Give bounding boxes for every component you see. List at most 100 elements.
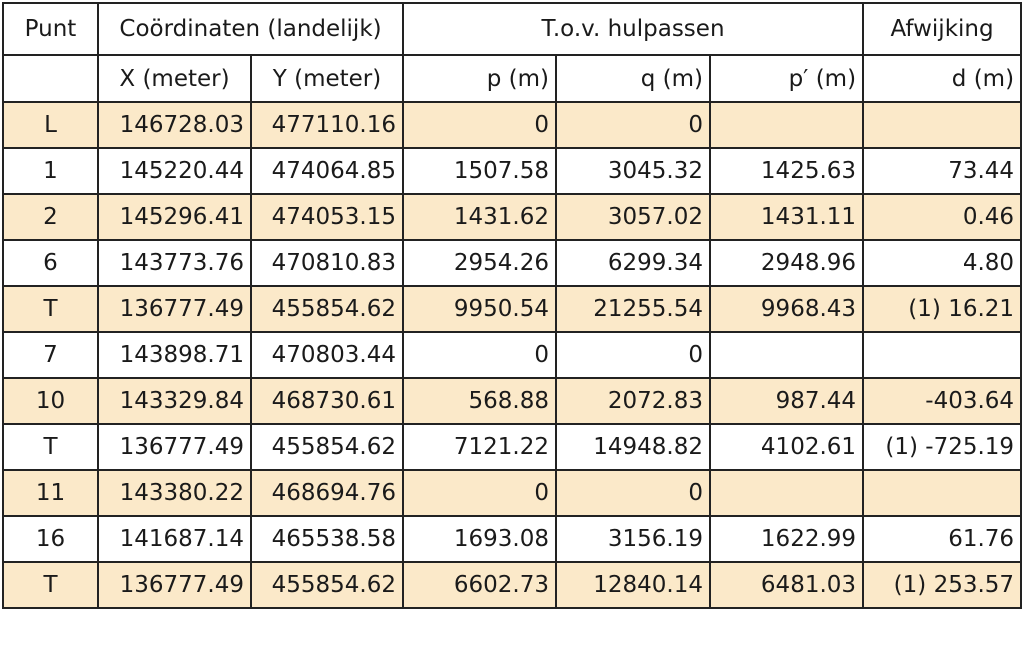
value-cell: 4102.61 — [709, 423, 865, 471]
value-cell: 61.76 — [862, 515, 1023, 563]
data-row: T 136777.49 455854.62 7121.22 14948.82 4102.6… — [2, 423, 1023, 471]
value-cell: 9950.54 — [402, 285, 558, 333]
value-cell: 1693.08 — [402, 515, 558, 563]
point-cell: T — [2, 423, 99, 471]
data-row: 7 143898.71 470803.44 0 0 — [2, 331, 1023, 379]
value-cell: 0 — [555, 331, 712, 379]
subheader-cell: Y (meter) — [249, 54, 405, 103]
value-cell: 3045.32 — [555, 147, 712, 195]
value-cell: 7121.22 — [402, 423, 558, 471]
value-cell: 568.88 — [402, 377, 558, 425]
value-cell: 2072.83 — [555, 377, 712, 425]
value-cell: 465538.58 — [249, 515, 405, 563]
point-cell: T — [2, 285, 99, 333]
empty-cell — [709, 331, 865, 379]
point-cell: 2 — [2, 193, 99, 241]
value-cell: 73.44 — [862, 147, 1023, 195]
subheader-cell: d (m) — [862, 54, 1023, 103]
value-cell: 145220.44 — [97, 147, 252, 195]
value-cell: 470803.44 — [249, 331, 405, 379]
empty-cell — [2, 54, 99, 103]
value-cell: 143773.76 — [97, 239, 252, 287]
empty-cell — [709, 469, 865, 517]
value-cell: 143898.71 — [97, 331, 252, 379]
data-row: 11 143380.22 468694.76 0 0 — [2, 469, 1023, 517]
value-cell: 146728.03 — [97, 101, 252, 149]
data-row: 10 143329.84 468730.61 568.88 2072.83 987.44-… — [2, 377, 1023, 425]
empty-cell — [862, 101, 1023, 149]
data-table: Punt Coördinaten (landelijk) T.o.v. hulp… — [2, 2, 1023, 609]
value-cell: 141687.14 — [97, 515, 252, 563]
value-cell: 477110.16 — [249, 101, 405, 149]
value-cell: 2954.26 — [402, 239, 558, 287]
header-cell: T.o.v. hulpassen — [402, 2, 865, 56]
value-cell: 21255.54 — [555, 285, 712, 333]
value-cell: 2948.96 — [709, 239, 865, 287]
value-cell: 145296.41 — [97, 193, 252, 241]
value-cell: 6602.73 — [402, 561, 558, 609]
point-cell: 10 — [2, 377, 99, 425]
point-cell: 7 — [2, 331, 99, 379]
value-cell: 1431.11 — [709, 193, 865, 241]
value-cell: 0 — [402, 101, 558, 149]
data-row: T 136777.49 455854.62 9950.54 21255.54 9968.4… — [2, 285, 1023, 333]
point-cell: 1 — [2, 147, 99, 195]
value-cell: (1) 253.57 — [862, 561, 1023, 609]
point-cell: 6 — [2, 239, 99, 287]
data-row: 16 141687.14 465538.58 1693.08 3156.19 1622.9… — [2, 515, 1023, 563]
data-row: 2 145296.41 474053.15 1431.62 3057.02 1431.11… — [2, 193, 1023, 241]
value-cell: 3057.02 — [555, 193, 712, 241]
subheader-row: X (meter) Y (meter) p (m) q (m) p′ (m) d… — [2, 54, 1023, 103]
value-cell: 136777.49 — [97, 285, 252, 333]
point-cell: 16 — [2, 515, 99, 563]
empty-cell — [709, 101, 865, 149]
value-cell: 468730.61 — [249, 377, 405, 425]
header-row: Punt Coördinaten (landelijk) T.o.v. hulp… — [2, 2, 1023, 56]
value-cell: -403.64 — [862, 377, 1023, 425]
value-cell: 14948.82 — [555, 423, 712, 471]
value-cell: 6481.03 — [709, 561, 865, 609]
header-cell: Afwijking — [862, 2, 1023, 56]
value-cell: 0 — [555, 101, 712, 149]
value-cell: 0 — [555, 469, 712, 517]
value-cell: 0 — [402, 331, 558, 379]
value-cell: 4.80 — [862, 239, 1023, 287]
value-cell: 1622.99 — [709, 515, 865, 563]
point-cell: T — [2, 561, 99, 609]
empty-cell — [862, 331, 1023, 379]
header-cell: Punt — [2, 2, 99, 56]
data-row: T 136777.49 455854.62 6602.73 12840.14 6481.0… — [2, 561, 1023, 609]
subheader-cell: X (meter) — [97, 54, 252, 103]
value-cell: 0 — [402, 469, 558, 517]
data-row: 1 145220.44 474064.85 1507.58 3045.32 1425.63… — [2, 147, 1023, 195]
point-cell: L — [2, 101, 99, 149]
point-cell: 11 — [2, 469, 99, 517]
subheader-cell: p (m) — [402, 54, 558, 103]
data-row: L 146728.03 477110.16 0 0 — [2, 101, 1023, 149]
value-cell: 1507.58 — [402, 147, 558, 195]
value-cell: 474053.15 — [249, 193, 405, 241]
value-cell: 470810.83 — [249, 239, 405, 287]
value-cell: 136777.49 — [97, 423, 252, 471]
value-cell: 474064.85 — [249, 147, 405, 195]
empty-cell — [862, 469, 1023, 517]
value-cell: 12840.14 — [555, 561, 712, 609]
value-cell: 136777.49 — [97, 561, 252, 609]
value-cell: 9968.43 — [709, 285, 865, 333]
value-cell: 1425.63 — [709, 147, 865, 195]
value-cell: 143380.22 — [97, 469, 252, 517]
value-cell: 455854.62 — [249, 285, 405, 333]
value-cell: 455854.62 — [249, 423, 405, 471]
header-cell: Coördinaten (landelijk) — [96, 2, 405, 56]
subheader-cell: q (m) — [555, 54, 712, 103]
value-cell: 468694.76 — [249, 469, 405, 517]
value-cell: (1) -725.19 — [862, 423, 1023, 471]
value-cell: (1) 16.21 — [862, 285, 1023, 333]
value-cell: 6299.34 — [555, 239, 712, 287]
value-cell: 3156.19 — [555, 515, 712, 563]
value-cell: 143329.84 — [97, 377, 252, 425]
table-body: Punt Coördinaten (landelijk) T.o.v. hulp… — [2, 2, 1023, 609]
value-cell: 455854.62 — [249, 561, 405, 609]
data-row: 6 143773.76 470810.83 2954.26 6299.34 2948.96… — [2, 239, 1023, 287]
